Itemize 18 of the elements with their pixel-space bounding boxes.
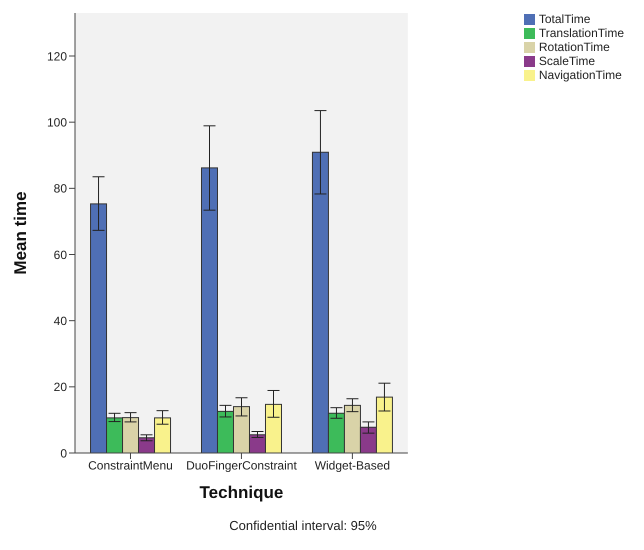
y-tick-label: 120 (46, 49, 68, 64)
y-tick-label: 100 (46, 115, 68, 130)
x-tick-label: ConstraintMenu (88, 458, 173, 473)
legend-label: ScaleTime (538, 54, 596, 68)
legend-label: NavigationTime (538, 68, 622, 82)
y-tick-label: 40 (54, 314, 68, 328)
x-tick-label: DuoFingerConstraint (186, 458, 298, 473)
text: Confidential interval: 95% (228, 518, 378, 533)
legend-label: RotationTime (538, 40, 610, 54)
x-tick-label: Widget-Based (314, 458, 390, 473)
legend-label: TotalTime (538, 12, 590, 26)
y-tick-label: 80 (54, 182, 68, 196)
y-tick-label: 60 (54, 248, 68, 262)
y-tick-label: 20 (54, 380, 68, 394)
y-tick-label: 0 (60, 446, 68, 460)
legend-label: TranslationTime (538, 26, 624, 40)
y-axis-title: Mean time (11, 191, 30, 275)
x-axis-title: Technique (200, 483, 284, 502)
